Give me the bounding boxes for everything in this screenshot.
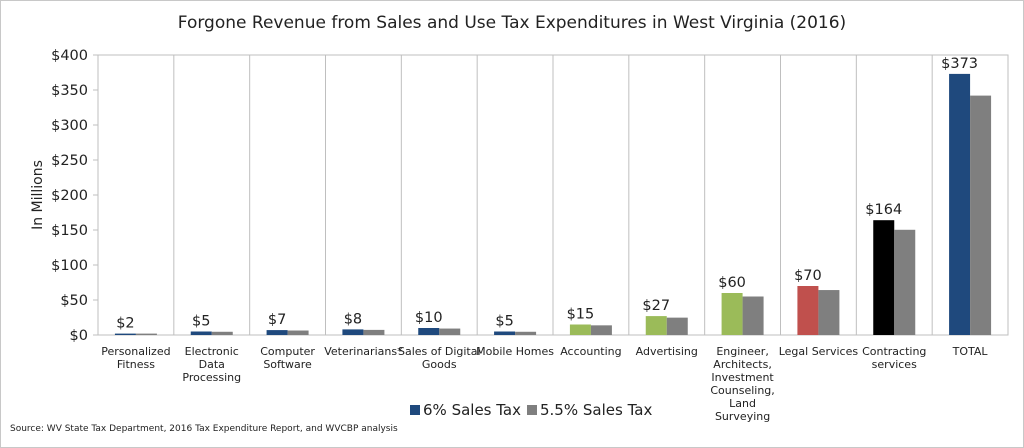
y-tick-label: $250 bbox=[51, 153, 88, 169]
bar-6pct bbox=[190, 331, 212, 335]
category-label: Mobile Homes bbox=[476, 345, 554, 358]
bar-5-5pct bbox=[970, 95, 992, 335]
bar-5-5pct bbox=[211, 331, 233, 335]
bar-6pct bbox=[797, 286, 819, 335]
data-labels: $2 $5 $7 $8 $10 $5 $15 $27 $60 $70 $164 $373 bbox=[116, 56, 978, 332]
category-label: Sales of Digital Goods bbox=[398, 345, 481, 371]
y-tick-label: $300 bbox=[51, 118, 88, 134]
bar-5-5pct bbox=[363, 329, 385, 335]
category-label: Electronic Data Processing bbox=[182, 345, 241, 384]
data-label-6pct: $10 bbox=[415, 310, 443, 326]
category-label: TOTAL bbox=[952, 345, 989, 358]
y-tick-label: $350 bbox=[51, 83, 88, 99]
data-label-6pct: $8 bbox=[344, 311, 362, 327]
y-axis-ticks: $0 $50 $100 $150 $200 $250 $300 $350 $400 bbox=[51, 48, 98, 344]
y-tick-label: $400 bbox=[51, 48, 88, 64]
data-label-6pct: $5 bbox=[495, 314, 513, 330]
data-label-6pct: $27 bbox=[642, 298, 670, 314]
bar-6pct bbox=[114, 333, 136, 335]
bar-5-5pct bbox=[666, 317, 688, 335]
category-label: Contracting services bbox=[862, 345, 926, 371]
category-label: Engineer, Architects, Investment Counseling… bbox=[710, 345, 774, 423]
bar-5-5pct bbox=[590, 325, 612, 335]
bar-6pct bbox=[645, 316, 667, 335]
y-tick-label: $150 bbox=[51, 223, 88, 239]
y-axis-label: In Millions bbox=[30, 160, 46, 230]
data-label-6pct: $5 bbox=[192, 314, 210, 330]
bar-5-5pct bbox=[135, 333, 157, 335]
bar-6pct bbox=[873, 220, 895, 335]
bar-6pct bbox=[721, 293, 743, 335]
data-label-6pct: $373 bbox=[941, 56, 978, 72]
bar-5-5pct bbox=[515, 331, 537, 335]
bar-5-5pct bbox=[818, 290, 840, 335]
bar-5-5pct bbox=[742, 296, 764, 335]
source-note: Source: WV State Tax Department, 2016 Ta… bbox=[10, 424, 398, 434]
category-label: Computer Software bbox=[260, 345, 315, 371]
bar-6pct bbox=[949, 73, 971, 336]
legend-swatch-6pct bbox=[410, 405, 420, 415]
bar-6pct bbox=[418, 328, 440, 335]
legend-label-6pct: 6% Sales Tax bbox=[423, 401, 521, 419]
y-tick-label: $0 bbox=[70, 328, 88, 344]
legend: 6% Sales Tax 5.5% Sales Tax bbox=[410, 401, 652, 419]
category-label: Personalized Fitness bbox=[101, 345, 170, 371]
category-label: Accounting bbox=[560, 345, 621, 358]
legend-label-5-5pct: 5.5% Sales Tax bbox=[540, 401, 652, 419]
bars bbox=[114, 73, 992, 336]
y-tick-label: $50 bbox=[60, 293, 88, 309]
bar-6pct bbox=[342, 329, 364, 335]
category-labels: Personalized Fitness Electronic Data Process… bbox=[101, 345, 988, 423]
data-label-6pct: $60 bbox=[718, 275, 746, 291]
gridlines bbox=[97, 54, 1009, 336]
data-label-6pct: $7 bbox=[268, 312, 286, 328]
category-label: Veterinarians* bbox=[324, 345, 403, 358]
category-label: Legal Services bbox=[779, 345, 859, 358]
bar-5-5pct bbox=[439, 328, 461, 335]
bar-5-5pct bbox=[894, 229, 916, 335]
y-tick-label: $100 bbox=[51, 258, 88, 274]
y-tick-label: $200 bbox=[51, 188, 88, 204]
bar-6pct bbox=[266, 330, 288, 335]
data-label-6pct: $70 bbox=[794, 268, 822, 284]
legend-swatch-5-5pct bbox=[527, 405, 537, 415]
bar-6pct bbox=[494, 331, 516, 335]
bar-5-5pct bbox=[287, 330, 309, 335]
bar-6pct bbox=[569, 324, 591, 335]
data-label-6pct: $164 bbox=[865, 202, 902, 218]
data-label-6pct: $2 bbox=[116, 316, 134, 332]
data-label-6pct: $15 bbox=[567, 307, 595, 323]
category-label: Advertising bbox=[636, 345, 698, 358]
chart-title: Forgone Revenue from Sales and Use Tax E… bbox=[178, 13, 846, 33]
